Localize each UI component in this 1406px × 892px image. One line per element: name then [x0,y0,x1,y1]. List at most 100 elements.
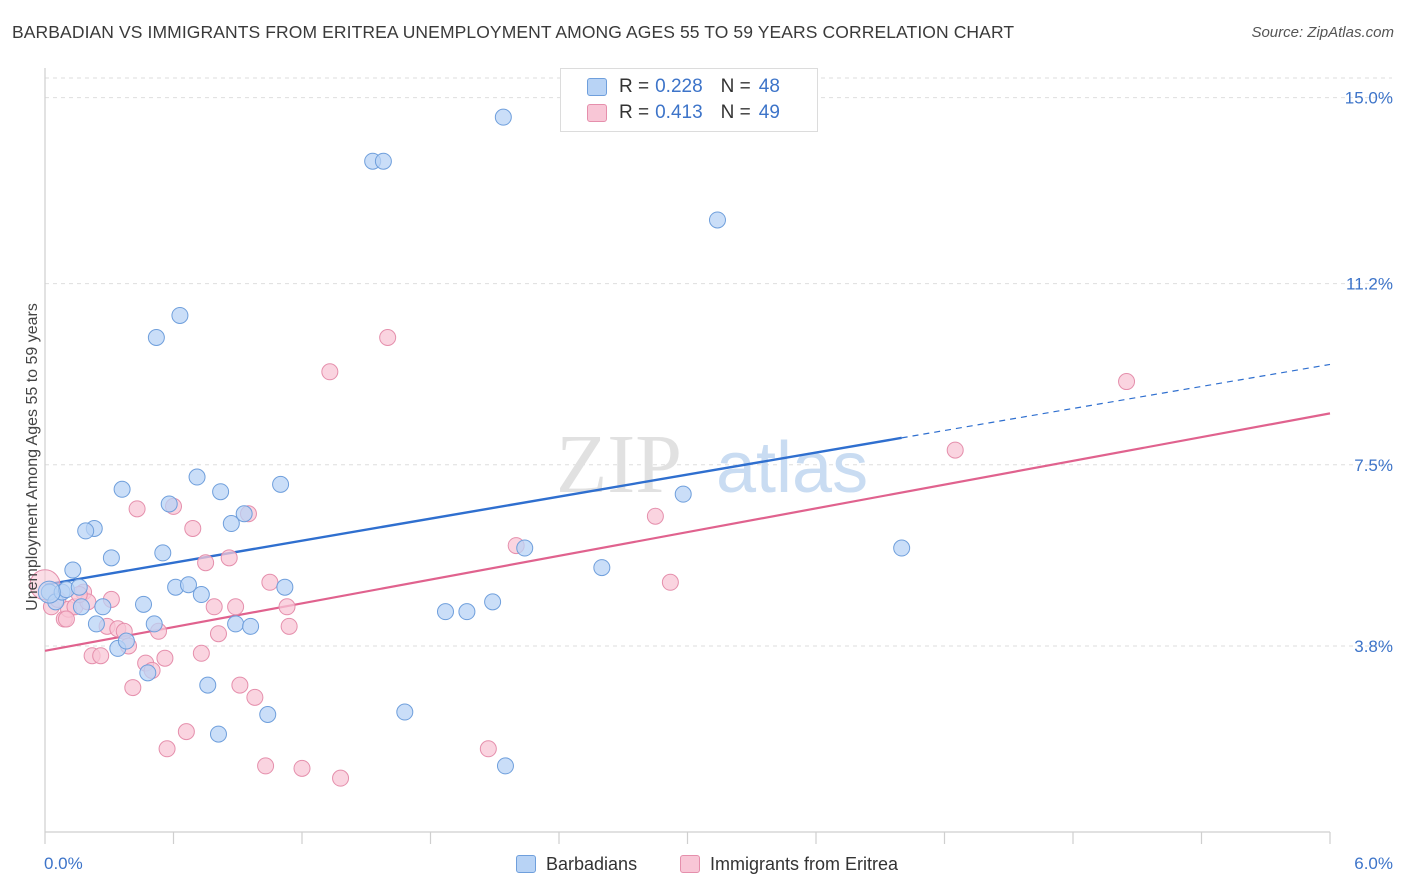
legend-r-label: R = [619,102,650,123]
point-barbadians-large [37,580,61,604]
point-eritrea [1118,373,1136,391]
x-tick-label-min: 0.0% [44,854,83,873]
watermark-zip: ZIP [556,418,682,511]
point-barbadians [484,593,502,611]
point-eritrea [479,740,497,758]
point-barbadians [893,539,911,557]
axes [44,68,1331,844]
point-barbadians [516,539,534,557]
point-barbadians [188,468,206,486]
point-barbadians [77,522,95,540]
point-barbadians [276,578,294,596]
point-barbadians [113,480,131,498]
point-eritrea [321,363,339,381]
legend-r-value: 0.413 [655,102,703,123]
point-eritrea [197,554,215,572]
watermark-atlas: atlas [716,428,868,508]
trend-line-eritrea [44,412,1331,652]
point-eritrea [646,507,664,525]
legend-n-label: N = [720,102,751,123]
point-barbadians [259,705,277,723]
point-barbadians [192,586,210,604]
point-barbadians [171,306,189,324]
y-tick-label: 3.8% [1354,637,1393,656]
point-barbadians [70,578,88,596]
legend-n-value: 49 [758,102,780,123]
gridlines [45,77,1392,647]
point-barbadians [199,676,217,694]
point-eritrea [128,500,146,518]
point-barbadians [72,598,90,616]
point-barbadians [494,108,512,126]
point-barbadians [139,664,157,682]
point-eritrea [246,688,264,706]
bottom-legend-label-barbadians: Barbadians [546,853,638,874]
point-barbadians [222,515,240,533]
y-tick-label: 11.2% [1346,275,1393,294]
y-tick-label: 15.0% [1345,89,1393,108]
point-barbadians [209,725,227,743]
legend-n-value: 48 [758,76,780,97]
y-tick-label: 7.5% [1354,456,1393,475]
point-eritrea [261,573,279,591]
point-eritrea [293,759,311,777]
bottom-legend-eritrea: Immigrants from Eritrea [680,852,898,876]
y-axis-label: Unemployment Among Ages 55 to 59 years [24,303,41,611]
bottom-legend-swatch-pink [680,855,700,873]
point-eritrea [158,740,176,758]
bottom-legend-swatch-blue [516,855,536,873]
bottom-legend-label-eritrea: Immigrants from Eritrea [710,853,899,874]
legend-swatch-pink [587,104,607,122]
point-barbadians [87,615,105,633]
legend-r-label: R = [619,76,650,97]
point-eritrea [124,679,142,697]
legend: R = 0.228 N = 48 R = 0.413 N = 49 [560,68,818,132]
point-eritrea [257,757,275,775]
point-eritrea [205,598,223,616]
legend-n-label: N = [720,76,751,97]
trend-lines [44,363,1331,652]
watermark: ZIP atlas [556,418,868,511]
bottom-legend-barbadians: Barbadians [516,852,637,876]
point-barbadians [496,757,514,775]
point-eritrea [57,610,75,628]
point-eritrea [379,328,397,346]
point-barbadians [242,617,260,635]
point-eritrea [156,649,174,667]
point-barbadians [135,595,153,613]
legend-row-eritrea: R = 0.413 N = 49 [587,101,780,125]
point-barbadians [94,598,112,616]
point-eritrea [209,625,227,643]
point-eritrea [946,441,964,459]
point-barbadians [708,211,726,229]
point-barbadians [64,561,82,579]
point-eritrea [184,519,202,537]
point-eritrea [231,676,249,694]
point-barbadians [374,152,392,170]
points-barbadians [37,108,911,775]
x-tick-label-max: 6.0% [1354,854,1393,873]
point-eritrea [192,644,210,662]
point-eritrea [227,598,245,616]
point-barbadians [145,615,163,633]
point-barbadians [436,603,454,621]
point-barbadians [227,615,245,633]
trend-line-barbadians [44,436,902,586]
point-barbadians [396,703,414,721]
legend-r-value: 0.228 [655,76,703,97]
point-eritrea [661,573,679,591]
point-barbadians [179,576,197,594]
point-barbadians [147,328,165,346]
trend-line-barbadians-extension [901,363,1331,439]
point-barbadians [235,505,253,523]
point-barbadians [593,559,611,577]
legend-row-barbadians: R = 0.228 N = 48 [587,75,780,99]
point-eritrea [280,617,298,635]
point-eritrea [220,549,238,567]
point-barbadians [154,544,172,562]
point-barbadians [160,495,178,513]
point-barbadians [674,485,692,503]
point-eritrea [177,723,195,741]
legend-swatch-blue [587,78,607,96]
